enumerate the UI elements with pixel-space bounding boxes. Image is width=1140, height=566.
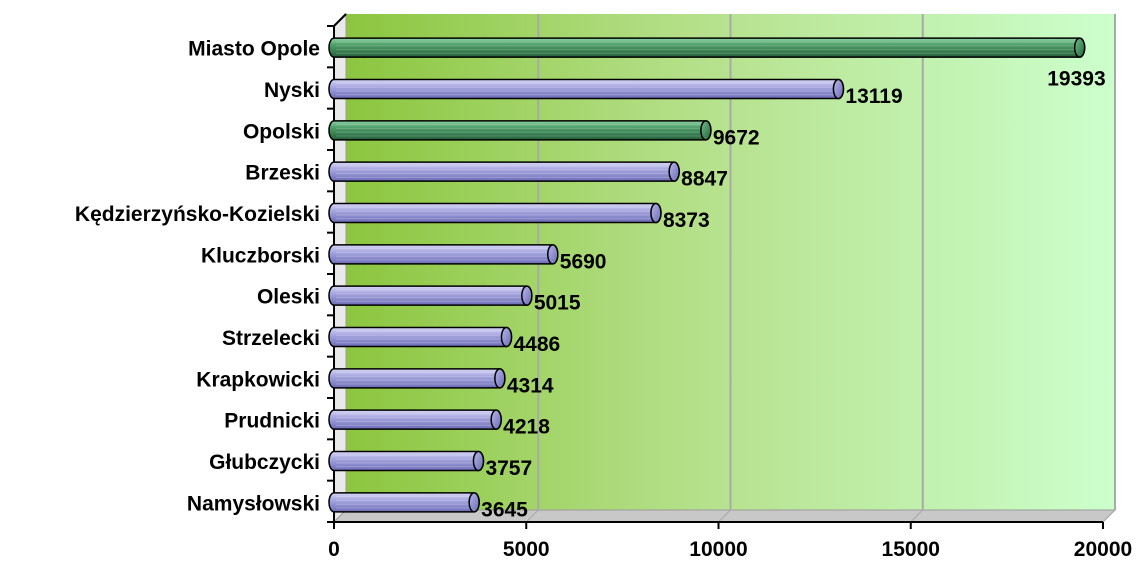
category-label: Opolski [243, 120, 320, 143]
bar-body [328, 120, 712, 141]
bar-body [328, 161, 680, 182]
bar-cap [500, 326, 513, 348]
bar-cap [700, 120, 712, 141]
data-label: 4218 [503, 416, 550, 439]
bar-body [328, 409, 502, 430]
x-tick-label: 5000 [503, 538, 550, 561]
data-label: 4486 [513, 333, 560, 356]
bar-body [328, 37, 1086, 58]
x-tick-label: 0 [328, 538, 340, 561]
category-label: Miasto Opole [188, 38, 320, 61]
category-label: Nyski [264, 79, 320, 102]
bar-body [328, 368, 506, 389]
labels: 19393 Miasto Opole 13119 Nyski 9672 Opolski 88… [75, 38, 1106, 522]
bar-cap [468, 492, 480, 513]
category-label: Brzeski [245, 162, 320, 185]
x-tick-label: 20000 [1074, 538, 1132, 561]
bar-cap [494, 368, 506, 389]
bar [328, 450, 485, 472]
category-label: Kluczborski [201, 244, 320, 267]
category-label: Krapkowicki [196, 368, 320, 391]
bar [328, 492, 480, 513]
data-label: 9672 [713, 126, 760, 149]
x-tick-label: 10000 [689, 538, 747, 561]
gridline-floor [910, 509, 924, 523]
bar [328, 161, 680, 182]
category-label: Namysłowski [187, 492, 320, 515]
bars [328, 37, 1086, 513]
x-tick-label: 15000 [882, 538, 940, 561]
bar [328, 368, 506, 389]
bar-body [328, 285, 533, 306]
bar-cap [490, 409, 502, 430]
bar-body [328, 202, 662, 224]
gridline-floor [1102, 509, 1116, 523]
data-label: 5690 [560, 250, 607, 273]
bar-cap [832, 78, 845, 100]
bar-cap [668, 161, 680, 182]
bar-body [328, 450, 485, 472]
bar [328, 37, 1086, 58]
gridline-floor [525, 509, 539, 523]
category-label: Strzelecki [222, 327, 320, 350]
data-label: 8847 [681, 168, 728, 191]
bar [328, 244, 559, 265]
axes: 0 5000 10000 15000 20000 [327, 13, 1132, 561]
bar-body [328, 492, 480, 513]
bar-cap [547, 244, 559, 265]
category-label: Prudnicki [224, 410, 320, 433]
gridline-floor [718, 509, 731, 523]
data-label: 4314 [507, 374, 554, 397]
bar [328, 78, 845, 100]
data-label: 8373 [663, 209, 710, 232]
bar-cap [650, 202, 662, 224]
y-axis-top [333, 13, 347, 27]
bar [328, 120, 712, 141]
category-label: Głubczycki [209, 451, 320, 474]
bar-cap [1073, 37, 1086, 58]
data-label: 3645 [481, 498, 528, 521]
bar [328, 202, 662, 224]
data-label: 3757 [485, 457, 532, 480]
bar-body [328, 326, 513, 348]
bar-cap [521, 285, 533, 306]
bar [328, 409, 502, 430]
category-label: Kędzierzyńsko-Kozielski [75, 203, 320, 226]
bar-body [328, 244, 559, 265]
bar-cap [472, 450, 485, 472]
data-label: 5015 [534, 292, 581, 315]
data-label: 13119 [845, 85, 902, 108]
bar [328, 285, 533, 306]
bar [328, 326, 513, 348]
category-label: Oleski [257, 286, 320, 309]
bar-body [328, 78, 845, 100]
data-label: 19393 [1047, 68, 1105, 91]
